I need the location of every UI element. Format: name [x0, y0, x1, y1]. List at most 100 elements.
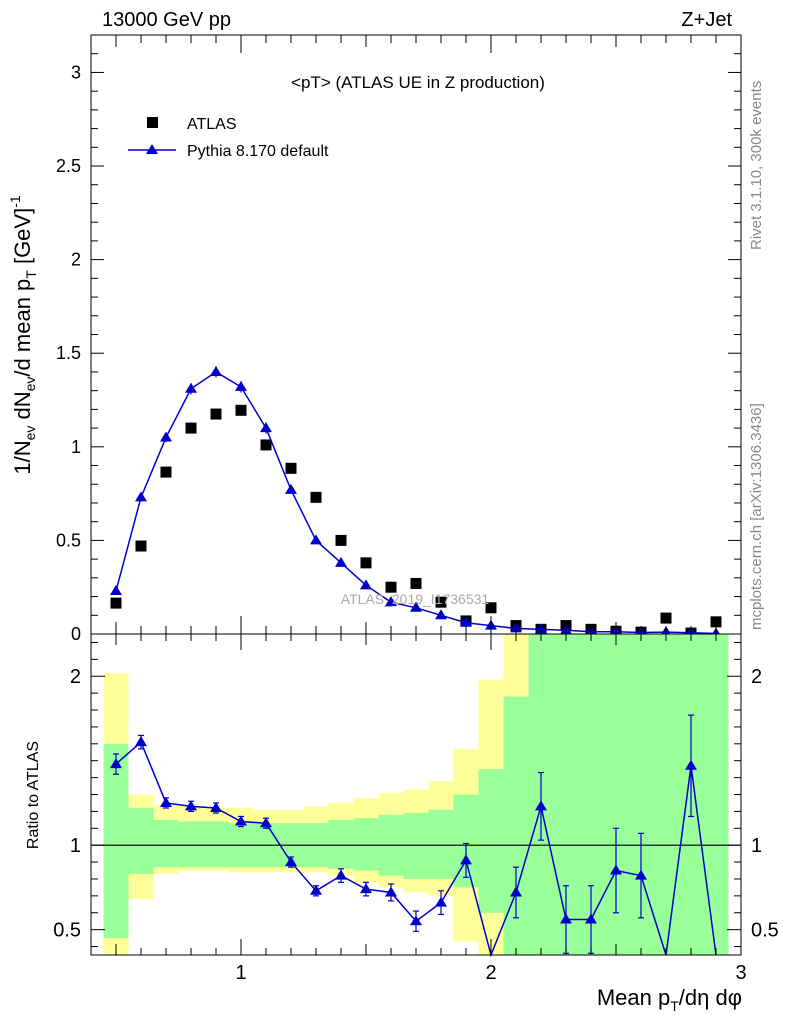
pythia-point: [185, 382, 197, 393]
ratio-point: [360, 883, 372, 894]
ratio-point: [335, 869, 347, 880]
pythia-point: [310, 534, 322, 545]
ratio-point: [285, 856, 297, 867]
ratio-ytick-label-right: 0.5: [751, 920, 779, 942]
ratio-point: [135, 736, 147, 747]
main-ytick-label: 2: [71, 250, 81, 270]
ratio-xtick-label: 1: [235, 962, 246, 984]
ratio-point: [685, 759, 697, 770]
pythia-point: [410, 601, 422, 612]
ratio-bands: [91, 634, 741, 955]
atlas-point: [160, 466, 172, 478]
ratio-ylabel: Ratio to ATLAS: [25, 741, 42, 849]
pythia-point: [110, 584, 122, 595]
main-ytick-label: 0.5: [56, 530, 81, 550]
atlas-point: [185, 422, 197, 434]
atlas-point: [260, 439, 272, 451]
ratio-point: [460, 854, 472, 865]
ratio-point: [385, 886, 397, 897]
band-green-bin: [328, 819, 354, 869]
ratio-ytick-label-right: 2: [751, 666, 762, 688]
atlas-point: [235, 404, 247, 416]
pythia-point: [260, 422, 272, 433]
pythia-point: [360, 579, 372, 590]
atlas-point: [660, 612, 672, 624]
atlas-point: [210, 408, 222, 420]
atlas-point: [710, 616, 722, 628]
band-green-bin: [128, 808, 154, 874]
ratio-point: [510, 886, 522, 897]
pythia-point: [135, 491, 147, 502]
band-green-bin: [653, 634, 679, 955]
ratio-point: [235, 815, 247, 826]
ratio-point: [310, 884, 322, 895]
atlas-point: [310, 491, 322, 503]
pythia-point: [335, 556, 347, 567]
band-green-bin: [353, 818, 379, 871]
main-ylabel: 1/Nev dNev/d mean pT [GeV]-1: [7, 195, 39, 475]
legend-mc-marker: [146, 144, 158, 154]
band-green-bin: [153, 819, 179, 868]
main-ytick-label: 3: [71, 62, 81, 82]
band-green-bin: [703, 634, 729, 955]
rivet-label: Rivet 3.1.10, 300k events: [748, 81, 765, 250]
ratio-xlabel: Mean pT/dη dφ: [597, 985, 742, 1014]
legend-mc-label: Pythia 8.170 default: [187, 143, 329, 160]
pythia-point: [460, 616, 472, 627]
ratio-xtick-label: 2: [485, 962, 496, 984]
band-green-bin: [428, 809, 454, 879]
atlas-point: [435, 596, 447, 608]
atlas-point: [360, 557, 372, 569]
process-label: Z+Jet: [681, 9, 732, 31]
atlas-point: [385, 581, 397, 593]
main-title: <pT> (ATLAS UE in Z production): [291, 73, 545, 92]
atlas-point: [410, 577, 422, 589]
ratio-point: [410, 915, 422, 926]
main-ytick-label: 2.5: [56, 156, 81, 176]
atlas-point: [135, 540, 147, 552]
ratio-point: [635, 869, 647, 880]
ratio-point: [535, 800, 547, 811]
pythia-point: [160, 431, 172, 442]
ratio-marks: [110, 714, 717, 958]
ratio-ytick-label: 1: [70, 835, 81, 857]
atlas-point: [335, 534, 347, 546]
band-green-bin: [403, 813, 429, 879]
pythia-point: [235, 380, 247, 391]
ratio-ytick-label-right: 1: [751, 835, 762, 857]
ratio-point: [110, 758, 122, 769]
legend: ATLAS Pythia 8.170 default: [128, 116, 329, 160]
band-green-bin: [478, 769, 504, 913]
ratio-xtick-label: 3: [735, 962, 746, 984]
ratio-point: [260, 817, 272, 828]
ratio-axes: 0.5 0.5 1 1 2 2 1 2 3: [53, 634, 779, 984]
atlas-point: [110, 597, 122, 609]
legend-atlas-label: ATLAS: [187, 116, 237, 133]
ratio-ytick-label: 0.5: [53, 920, 81, 942]
ratio-point: [585, 913, 597, 924]
atlas-point: [285, 462, 297, 474]
ratio-ytick-label: 2: [70, 666, 81, 688]
ratio-point: [435, 896, 447, 907]
ratio-point: [610, 864, 622, 875]
energy-label: 13000 GeV pp: [102, 9, 231, 31]
watermark: ATLAS_2019_I1736531: [341, 591, 490, 607]
main-ytick-label: 0: [71, 624, 81, 644]
ratio-point: [160, 796, 172, 807]
ratio-point: [560, 913, 572, 924]
pythia-point: [385, 596, 397, 607]
ratio-point: [210, 802, 222, 813]
ratio-point: [185, 800, 197, 811]
main-axes: 0 0.5 1 1.5 2 2.5 3: [56, 35, 742, 644]
band-green-bin: [203, 821, 229, 868]
pythia-point: [210, 365, 222, 376]
band-green-bin: [178, 821, 204, 868]
legend-atlas-marker: [147, 117, 158, 128]
pythia-point: [435, 609, 447, 620]
ratio-frame: [90, 633, 742, 956]
main-ytick-label: 1.5: [56, 343, 81, 363]
ratio-panel: 0.5 0.5 1 1 2 2 1 2 3 Ratio to ATLAS Mean pT/dη …: [25, 633, 779, 1014]
mcplots-label: mcplots.cern.ch [arXiv:1306.3436]: [748, 403, 765, 630]
main-ytick-label: 1: [71, 437, 81, 457]
